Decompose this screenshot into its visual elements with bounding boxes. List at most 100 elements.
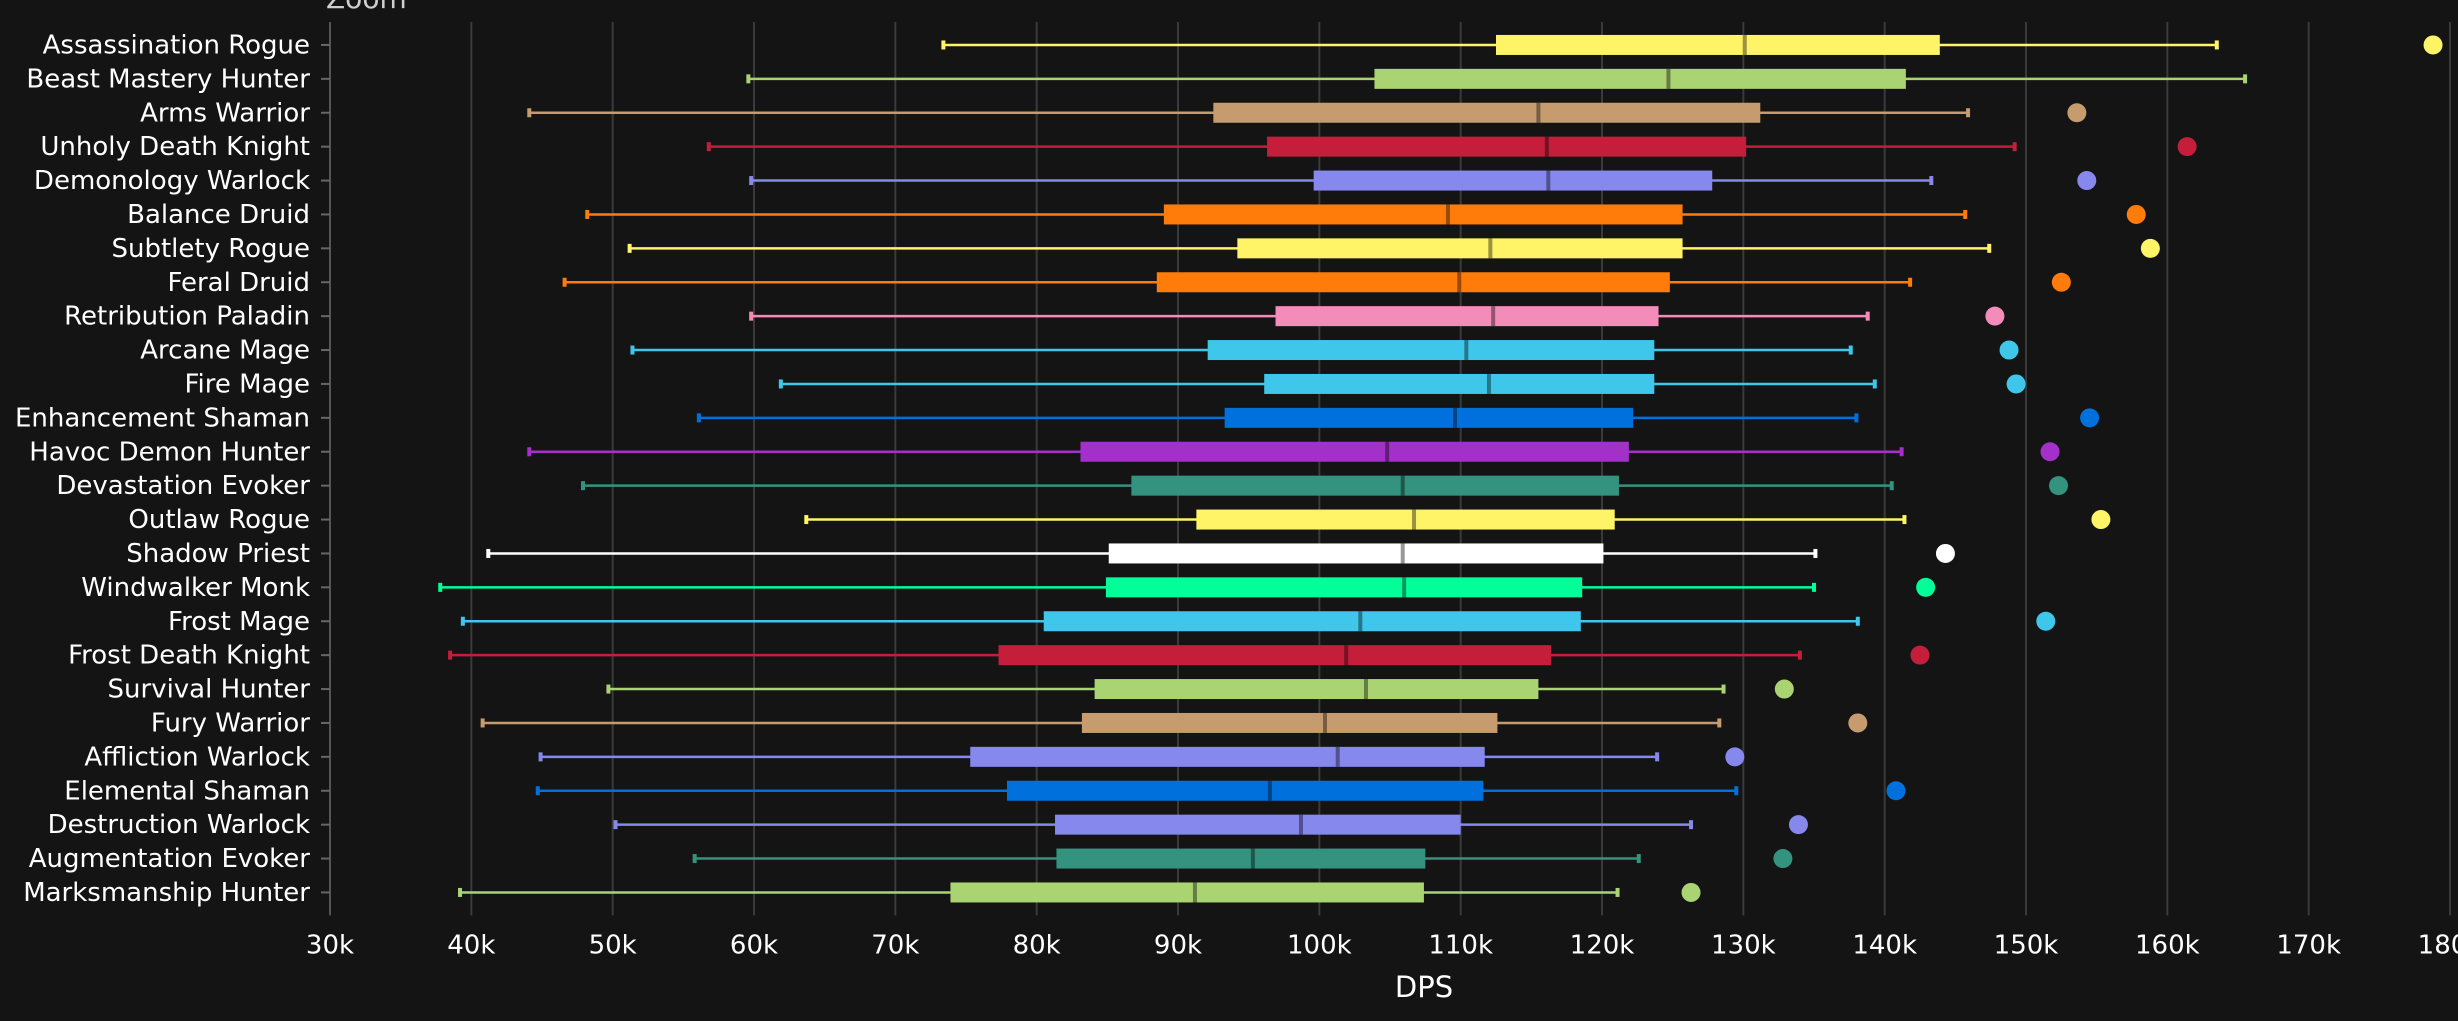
x-axis-ticks: 30k 40k 50k 60k 70k 80k 90k 100k 110k 120k 130k 140…	[306, 930, 2458, 960]
category-label: Fire Mage	[184, 369, 310, 399]
x-axis-title: DPS	[1395, 970, 1453, 1004]
box-row	[606, 679, 1794, 700]
outlier-point	[1985, 306, 2005, 326]
category-label: Destruction Warlock	[48, 810, 310, 840]
box-row	[527, 441, 2060, 462]
outlier-point	[1886, 781, 1906, 801]
category-label: Frost Mage	[168, 607, 310, 637]
outlier-point	[2067, 103, 2087, 123]
x-tick-label: 180k	[2418, 930, 2458, 960]
iqr-box	[1196, 509, 1615, 530]
x-tick-label: 30k	[306, 930, 354, 960]
category-label: Frost Death Knight	[68, 641, 310, 671]
category-label: Beast Mastery Hunter	[26, 64, 310, 94]
box-row	[527, 102, 2087, 123]
box-row	[749, 170, 2097, 191]
x-tick-label: 50k	[589, 930, 637, 960]
iqr-box	[1264, 373, 1655, 394]
box-row	[613, 814, 1808, 835]
category-label: Enhancement Shaman	[15, 403, 310, 433]
x-tick-label: 100k	[1287, 930, 1352, 960]
x-tick-label: 60k	[730, 930, 778, 960]
iqr-box	[1055, 814, 1461, 835]
category-label: Windwalker Monk	[81, 573, 310, 603]
category-label: Elemental Shaman	[64, 776, 310, 806]
outlier-point	[1916, 577, 1936, 597]
outlier-point	[1773, 849, 1793, 869]
category-label: Balance Druid	[127, 200, 310, 230]
x-tick-label: 170k	[2276, 930, 2341, 960]
outlier-point	[2006, 374, 2026, 394]
iqr-box	[1374, 68, 1906, 89]
outlier-point	[1935, 543, 1955, 563]
category-label: Augmentation Evoker	[29, 844, 311, 874]
box-row	[458, 882, 1701, 903]
category-label: Demonology Warlock	[34, 166, 310, 196]
iqr-box	[1006, 780, 1484, 801]
box-row	[535, 780, 1906, 801]
category-labels: Assassination Rogue Beast Mastery Hunter A…	[15, 30, 310, 908]
box-row	[804, 509, 2111, 530]
x-tick-label: 110k	[1428, 930, 1493, 960]
grid-lines	[470, 22, 2451, 916]
zoom-label[interactable]: Zoom	[326, 0, 407, 15]
outlier-point	[2049, 476, 2069, 496]
box-row	[749, 306, 2005, 327]
x-tick-label: 70k	[871, 930, 919, 960]
category-label: Marksmanship Hunter	[23, 878, 310, 908]
box-row	[692, 848, 1793, 869]
outlier-point	[2077, 171, 2097, 191]
box-row	[696, 407, 2100, 428]
category-label: Shadow Priest	[126, 539, 310, 569]
category-label: Affliction Warlock	[84, 742, 310, 772]
category-label: Arcane Mage	[140, 336, 310, 366]
category-label: Havoc Demon Hunter	[29, 437, 310, 467]
x-tick-label: 160k	[2135, 930, 2200, 960]
box-row	[538, 746, 1745, 767]
box-row	[941, 34, 2443, 55]
category-label: Feral Druid	[167, 268, 310, 298]
outlier-point	[2051, 272, 2071, 292]
outlier-point	[2091, 510, 2111, 530]
box-row	[630, 340, 2019, 361]
box-row	[460, 611, 2056, 632]
iqr-box	[1094, 679, 1539, 700]
iqr-box	[998, 645, 1552, 666]
outlier-point	[2126, 204, 2146, 224]
iqr-box	[1275, 306, 1659, 327]
outlier-point	[1910, 645, 1930, 665]
outlier-point	[2177, 137, 2197, 157]
x-tick-label: 130k	[1711, 930, 1776, 960]
outlier-point	[2423, 35, 2443, 55]
iqr-box	[1267, 136, 1747, 157]
iqr-box	[1224, 407, 1634, 428]
outlier-point	[2140, 238, 2160, 258]
category-label: Outlaw Rogue	[128, 505, 310, 535]
x-tick-label: 140k	[1852, 930, 1917, 960]
iqr-box	[1163, 204, 1683, 225]
outlier-point	[2040, 442, 2060, 462]
category-label: Devastation Evoker	[56, 471, 310, 501]
iqr-box	[1313, 170, 1713, 191]
outlier-point	[1725, 747, 1745, 767]
category-label: Arms Warrior	[140, 98, 310, 128]
outlier-point	[1848, 713, 1868, 733]
iqr-box	[1156, 272, 1670, 293]
x-tick-label: 90k	[1154, 930, 1202, 960]
category-label: Retribution Paladin	[64, 302, 310, 332]
iqr-box	[1081, 712, 1498, 733]
box-row	[562, 272, 2071, 293]
box-row	[706, 136, 2197, 157]
outlier-point	[1999, 340, 2019, 360]
box-row	[486, 543, 1955, 564]
box-row	[480, 712, 1868, 733]
outlier-point	[1788, 815, 1808, 835]
x-tick-label: 150k	[1994, 930, 2059, 960]
iqr-box	[1213, 102, 1761, 123]
x-tick-label: 80k	[1013, 930, 1061, 960]
box-row	[585, 204, 2146, 225]
iqr-box	[1131, 475, 1619, 496]
iqr-box	[1207, 340, 1655, 361]
iqr-box	[970, 746, 1485, 767]
